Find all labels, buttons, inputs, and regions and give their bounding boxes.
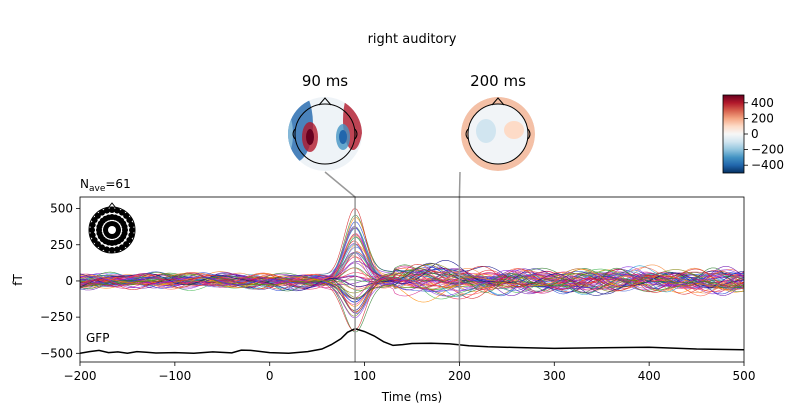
colorbar-tick-label: −400 (751, 158, 784, 172)
y-tick-label: −250 (40, 310, 73, 324)
sensor-dot (128, 232, 135, 239)
x-tick-label: 500 (733, 369, 756, 383)
sensor-dot (91, 237, 98, 243)
sensor-dot (103, 207, 110, 214)
x-tick-label: 400 (638, 369, 661, 383)
left-ear (292, 128, 296, 140)
channel-trace (80, 266, 744, 331)
gfp-trace (80, 327, 744, 355)
sensor-dot (119, 209, 125, 216)
colorbar-gradient (722, 94, 745, 174)
y-tick-label: 250 (50, 238, 73, 252)
sensor-dot (119, 244, 125, 251)
gfp-line (80, 327, 744, 355)
sensor-dot (94, 212, 101, 219)
nose (318, 97, 332, 106)
colorbar-tick-label: −200 (751, 143, 784, 157)
channel-trace (80, 269, 744, 303)
channel-trace (80, 273, 744, 299)
sensor-head-outline (88, 206, 136, 254)
sensor-dot (123, 212, 130, 219)
topomaps: 90 ms 200 ms (288, 72, 535, 171)
x-tick-label: 200 (448, 369, 471, 383)
channel-trace (80, 263, 744, 294)
sensor-dot (99, 209, 105, 216)
sensor-dot (99, 244, 105, 251)
y-axis-label: fT (11, 274, 25, 286)
gfp-label: GFP (86, 331, 109, 345)
sensor-dot (128, 221, 135, 228)
sensor-dot (114, 225, 121, 232)
head-outline (467, 103, 529, 165)
topomap-title: 90 ms (302, 72, 348, 90)
sensor-dot (91, 217, 98, 223)
left-ear (465, 128, 469, 140)
channel-traces (80, 207, 744, 333)
nave-label: Nave=61 (80, 177, 131, 194)
right-ear (527, 128, 531, 140)
sensor-dot (129, 227, 135, 233)
topomap-title: 200 ms (470, 72, 526, 90)
y-axis-ticks: 500 250 0 −250 −500 (40, 202, 80, 360)
x-tick-label: −100 (158, 369, 191, 383)
sensor-color-legend (88, 202, 136, 254)
x-axis-label: Time (ms) (381, 390, 443, 404)
time-marker (458, 171, 461, 362)
sensor-dot (126, 237, 133, 243)
colorbar-tick-label: 0 (751, 127, 759, 141)
chart-title: right auditory (368, 32, 457, 47)
sensor-dot (123, 241, 130, 248)
topomap (461, 97, 535, 171)
y-tick-label: −500 (40, 346, 73, 360)
topomap (288, 97, 362, 171)
sensor-dot (114, 246, 121, 253)
x-tick-label: 100 (353, 369, 376, 383)
channel-trace (80, 269, 744, 319)
y-tick-label: 500 (50, 202, 73, 216)
sensor-dot (89, 221, 96, 228)
channel-trace (80, 226, 744, 293)
sensor-dot (94, 241, 101, 248)
x-axis-ticks: −200 −100 0 100 200 300 400 500 (64, 362, 756, 383)
nose (491, 97, 505, 106)
sensor-dot (126, 217, 133, 223)
channel-trace (80, 236, 744, 300)
x-tick-label: 300 (543, 369, 566, 383)
sensor-center (108, 226, 116, 234)
sensor-dot (109, 207, 115, 213)
sensor-dot (103, 246, 110, 253)
channel-trace (80, 260, 744, 297)
sensor-dot (121, 223, 128, 230)
colorbar-tick-label: 200 (751, 111, 774, 125)
head-outline (294, 103, 356, 165)
x-tick-label: −200 (64, 369, 97, 383)
y-tick-label: 0 (65, 274, 73, 288)
sensor-dot (114, 207, 121, 214)
sensor-dot (109, 247, 115, 253)
plot-frame (79, 196, 745, 363)
colorbar-tick-label: 400 (751, 96, 774, 110)
channel-trace (80, 269, 744, 307)
channel-trace (80, 265, 744, 305)
sensor-dot (89, 227, 95, 233)
x-tick-label: 0 (266, 369, 274, 383)
sensor-dot (89, 232, 96, 239)
right-ear (354, 128, 358, 140)
sensor-nose (107, 202, 117, 209)
